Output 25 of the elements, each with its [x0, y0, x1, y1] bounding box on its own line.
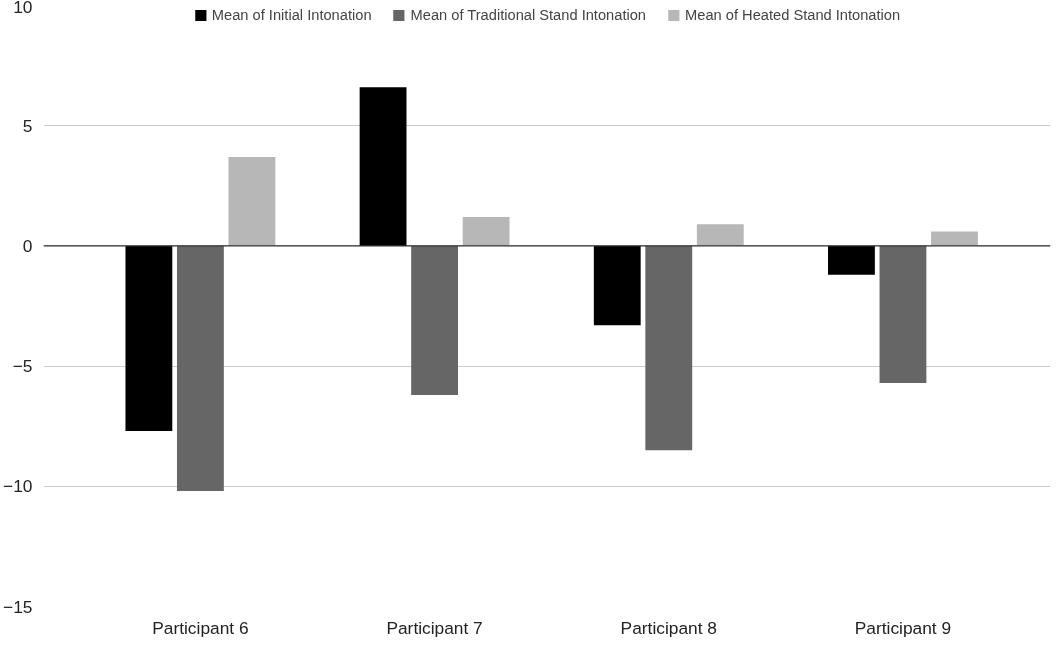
x-tick-label: Participant 9 — [854, 617, 952, 638]
y-tick-label: −10 — [3, 476, 33, 497]
legend-label: Mean of Initial Intonation — [211, 7, 372, 23]
legend-label: Mean of Heated Stand Intonation — [685, 7, 901, 23]
x-tick-label: Participant 6 — [152, 617, 249, 638]
legend-label: Mean of Traditional Stand Intonation — [410, 7, 647, 23]
bar — [359, 87, 407, 246]
bar — [125, 245, 173, 432]
bar — [828, 245, 875, 275]
y-tick-label: −15 — [3, 596, 33, 617]
y-tick-label: 5 — [22, 115, 33, 136]
bar — [462, 217, 510, 246]
bar — [696, 224, 744, 246]
y-tick-label: −5 — [12, 356, 33, 377]
y-tick-label: 10 — [13, 0, 33, 17]
bar — [593, 245, 641, 326]
bar — [879, 245, 927, 383]
bar — [228, 156, 276, 246]
bar — [931, 231, 978, 246]
bar — [176, 245, 224, 492]
x-tick-label: Participant 7 — [386, 617, 483, 638]
y-tick-label: 0 — [22, 235, 33, 256]
bar — [645, 245, 693, 451]
bar — [411, 245, 459, 395]
x-tick-label: Participant 8 — [620, 617, 717, 638]
